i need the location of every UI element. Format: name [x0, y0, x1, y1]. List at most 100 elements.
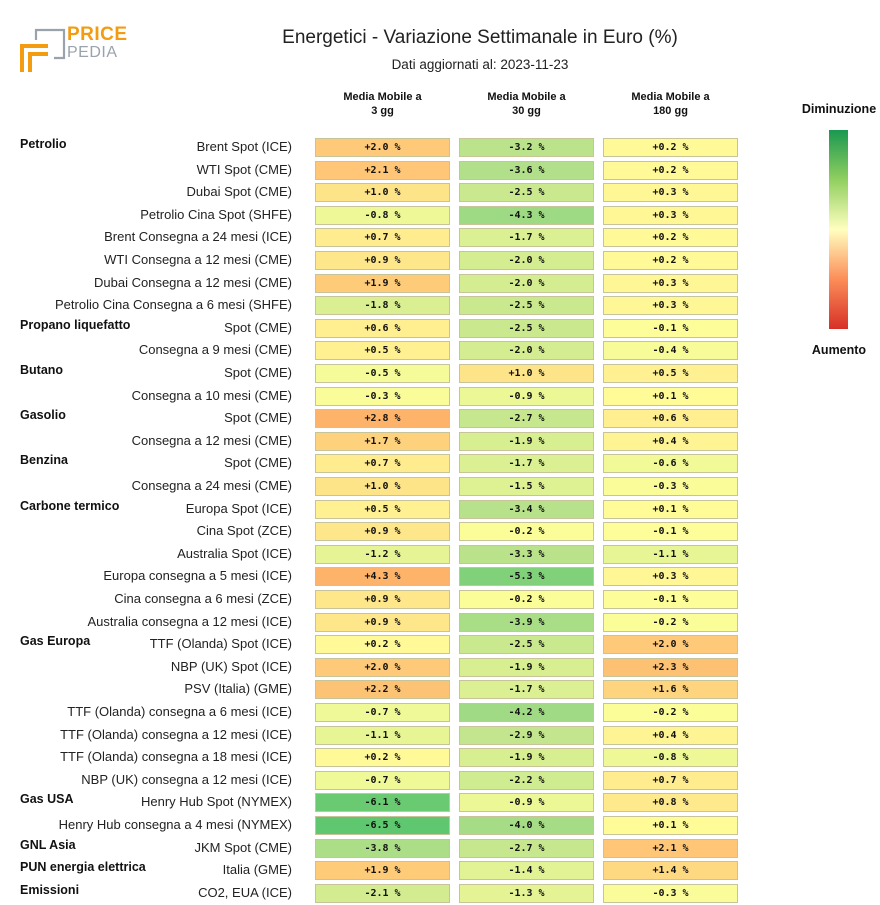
heatmap-cell: -0.3 %: [603, 883, 738, 903]
heatmap-cell: +1.0 %: [315, 183, 450, 203]
heatmap-cell: -0.8 %: [315, 205, 450, 225]
row-label: NBP (UK) Spot (ICE): [170, 658, 292, 674]
heatmap-cell: -1.2 %: [315, 544, 450, 564]
heatmap-cell: +0.8 %: [603, 793, 738, 813]
row-label: Brent Consegna a 24 mesi (ICE): [104, 229, 292, 245]
row-label: Consegna a 12 mesi (CME): [131, 432, 292, 448]
heatmap-cell: +0.7 %: [315, 454, 450, 474]
heatmap-cell: -1.9 %: [459, 431, 594, 451]
heatmap-cell: -1.3 %: [459, 883, 594, 903]
heatmap-cell: -1.9 %: [459, 657, 594, 677]
heatmap-cell: +0.9 %: [315, 590, 450, 609]
heatmap-cell: +2.0 %: [603, 635, 738, 655]
heatmap-cell: -0.1 %: [603, 590, 738, 609]
logo-text-pedia: PEDIA: [67, 44, 118, 61]
heatmap-cell: -0.7 %: [315, 770, 450, 790]
group-label: Gas USA: [20, 792, 74, 807]
heatmap-cell: -1.1 %: [603, 544, 738, 564]
heatmap-cell: -1.4 %: [459, 861, 594, 881]
heatmap-cell: -2.0 %: [459, 341, 594, 361]
heatmap-cell: +0.5 %: [603, 364, 738, 383]
heatmap-cell: +4.3 %: [315, 567, 450, 587]
row-label: Italia (GME): [222, 862, 292, 878]
row-label: Europa Spot (ICE): [185, 500, 292, 516]
row-label: Consegna a 24 mesi (CME): [131, 478, 292, 493]
heatmap-cell: +1.0 %: [459, 364, 594, 383]
heatmap-cell: +1.0 %: [315, 477, 450, 496]
heatmap-cell: -2.5 %: [459, 635, 594, 655]
group-label: Petrolio: [20, 137, 67, 151]
heatmap-cell: +0.3 %: [603, 205, 738, 225]
heatmap-cell: +0.7 %: [603, 770, 738, 790]
heatmap-cell: -1.7 %: [459, 454, 594, 474]
heatmap-cell: -0.2 %: [459, 590, 594, 609]
group-label: Carbone termico: [20, 498, 120, 513]
heatmap-cell: +2.3 %: [603, 657, 738, 677]
heatmap-cell: -2.0 %: [459, 273, 594, 293]
pricepedia-logo: PRICE PEDIA: [20, 25, 130, 74]
logo-mark-icon: [20, 28, 66, 72]
heatmap-cell: +0.2 %: [603, 228, 738, 248]
heatmap-cell: -1.8 %: [315, 296, 450, 316]
heatmap-cell: +2.0 %: [315, 138, 450, 157]
heatmap-cell: -1.5 %: [459, 477, 594, 496]
heatmap-cell: +0.5 %: [315, 499, 450, 519]
heatmap-cell: +0.4 %: [603, 431, 738, 451]
heatmap-cell: -1.1 %: [315, 725, 450, 745]
group-label: Benzina: [20, 453, 68, 468]
column-header-30gg: Media Mobile a 30 gg: [459, 90, 594, 118]
row-label: WTI Spot (CME): [196, 161, 292, 177]
heatmap-cell: +2.1 %: [603, 838, 738, 858]
heatmap-cell: -0.2 %: [603, 612, 738, 632]
heatmap-cell: -0.6 %: [603, 454, 738, 474]
row-label: NBP (UK) consegna a 12 mesi (ICE): [81, 771, 292, 787]
row-label: TTF (Olanda) consegna a 6 mesi (ICE): [67, 704, 292, 719]
heatmap-cell: +0.3 %: [603, 183, 738, 203]
row-label: Henry Hub Spot (NYMEX): [141, 794, 292, 810]
row-label: TTF (Olanda) Spot (ICE): [149, 636, 292, 652]
column-header-line1: Media Mobile a: [631, 91, 710, 103]
group-label: Emissioni: [20, 882, 80, 897]
group-label: GNL Asia: [20, 837, 76, 852]
heatmap-cell: -0.3 %: [603, 477, 738, 496]
heatmap-cell: +0.1 %: [603, 499, 738, 519]
heatmap-cell: -0.2 %: [459, 522, 594, 542]
heatmap-cell: -2.7 %: [459, 838, 594, 858]
heatmap-cell: +0.1 %: [603, 386, 738, 406]
heatmap-cell: +0.4 %: [603, 725, 738, 745]
heatmap-cell: +2.0 %: [315, 657, 450, 677]
heatmap-cell: -0.9 %: [459, 386, 594, 406]
column-header-line2: 180 gg: [653, 105, 688, 117]
color-scale-bar: [829, 130, 848, 329]
heatmap-cell: +0.6 %: [603, 409, 738, 429]
heatmap-cell: -2.5 %: [459, 183, 594, 203]
heatmap-cell: +1.9 %: [315, 861, 450, 881]
heatmap-cell: +1.9 %: [315, 273, 450, 293]
heatmap-cell: +2.1 %: [315, 160, 450, 180]
heatmap-cell: -3.2 %: [459, 138, 594, 157]
row-label: Consegna a 10 mesi (CME): [131, 387, 292, 403]
heatmap-cell: +0.1 %: [603, 816, 738, 835]
heatmap-cell: -1.7 %: [459, 680, 594, 700]
heatmap-cell: -0.7 %: [315, 703, 450, 722]
heatmap-cell: +0.2 %: [603, 138, 738, 157]
heatmap-cell: -2.1 %: [315, 883, 450, 903]
column-header-line2: 30 gg: [512, 105, 541, 117]
heatmap-cell: -2.7 %: [459, 409, 594, 429]
row-label: PSV (Italia) (GME): [184, 681, 292, 697]
row-label: Spot (CME): [224, 410, 292, 426]
heatmap-cell: +0.7 %: [315, 228, 450, 248]
heatmap-cell: +1.7 %: [315, 431, 450, 451]
column-header-line1: Media Mobile a: [343, 91, 422, 103]
heatmap-cell: +0.3 %: [603, 273, 738, 293]
group-label: Gas Europa: [20, 634, 91, 649]
column-header-180gg: Media Mobile a 180 gg: [603, 90, 738, 118]
heatmap-cell: -1.9 %: [459, 748, 594, 768]
heatmap-cell: -0.4 %: [603, 341, 738, 361]
legend-label-increase: Aumento: [811, 343, 867, 357]
heatmap-cell: +0.3 %: [603, 567, 738, 587]
row-label: Australia Spot (ICE): [177, 545, 292, 561]
heatmap-cell: -4.0 %: [459, 816, 594, 835]
row-label: Dubai Consegna a 12 mesi (CME): [94, 274, 292, 290]
